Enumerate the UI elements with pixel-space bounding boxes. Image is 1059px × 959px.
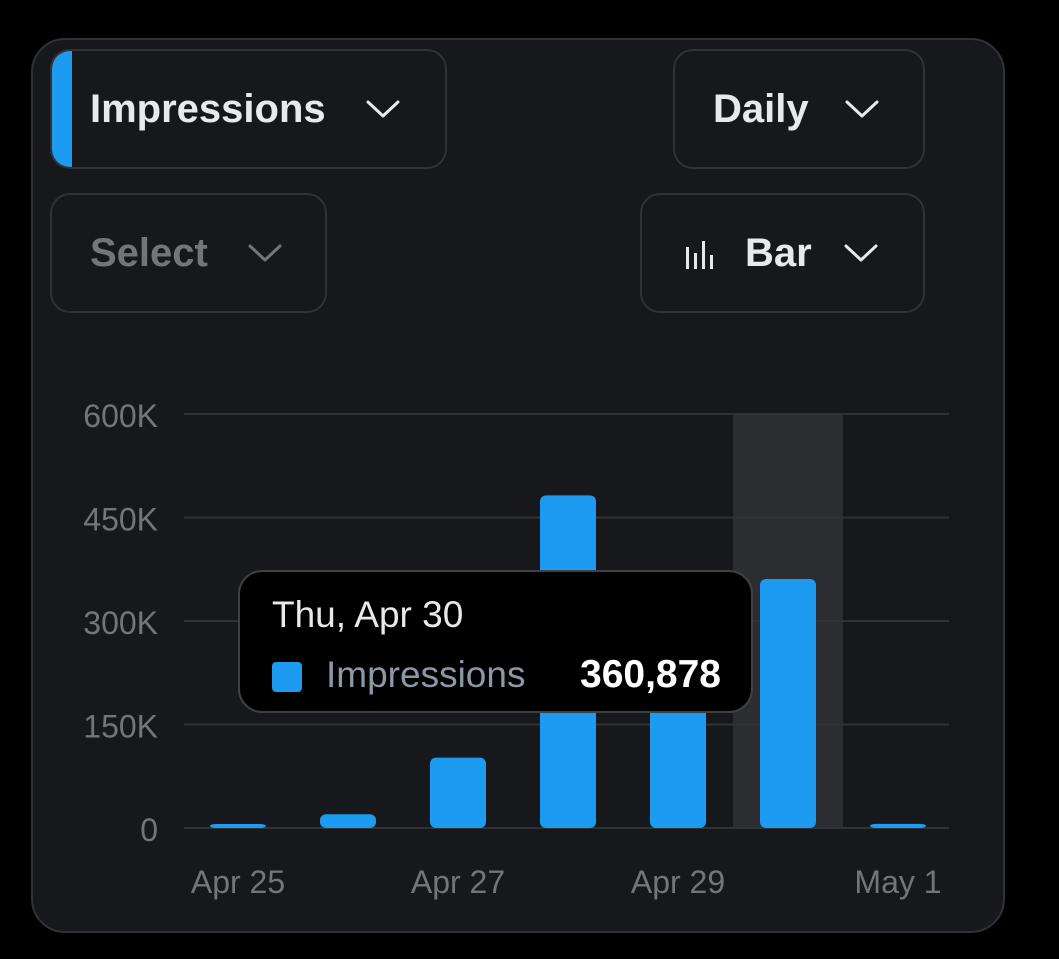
bar-apr-30 bbox=[760, 578, 816, 828]
x-tick-label: Apr 27 bbox=[411, 864, 505, 900]
period-dropdown[interactable]: Daily bbox=[673, 49, 925, 169]
tooltip-series-swatch bbox=[272, 662, 302, 692]
tooltip-date: Thu, Apr 30 bbox=[272, 594, 464, 635]
chevron-down-icon bbox=[845, 100, 879, 118]
bar-chart-icon bbox=[686, 241, 713, 269]
y-tick-label: 300K bbox=[83, 605, 158, 641]
y-tick-label: 150K bbox=[83, 709, 158, 745]
x-tick-label: May 1 bbox=[854, 864, 941, 900]
chevron-down-icon bbox=[366, 100, 400, 118]
bar-apr-27 bbox=[430, 757, 486, 828]
bar-may-1 bbox=[870, 823, 926, 828]
metric-dropdown-label: Impressions bbox=[90, 86, 326, 131]
compare-dropdown[interactable]: Select bbox=[50, 193, 327, 313]
chart-type-dropdown-label: Bar bbox=[745, 230, 812, 275]
period-dropdown-label: Daily bbox=[713, 86, 809, 131]
metric-dropdown[interactable]: Impressions bbox=[50, 49, 447, 169]
bar-apr-25 bbox=[210, 824, 266, 828]
compare-dropdown-placeholder: Select bbox=[90, 230, 208, 275]
y-tick-label: 600K bbox=[83, 398, 158, 434]
chart-type-dropdown[interactable]: Bar bbox=[640, 193, 925, 313]
chart-tooltip: Thu, Apr 30 Impressions 360,878 bbox=[238, 570, 753, 713]
chevron-down-icon bbox=[844, 244, 878, 262]
y-tick-label: 0 bbox=[140, 812, 158, 848]
y-tick-label: 450K bbox=[83, 502, 158, 538]
x-tick-label: Apr 25 bbox=[191, 864, 285, 900]
tooltip-series-name: Impressions bbox=[326, 654, 526, 695]
bar-apr-26 bbox=[320, 814, 376, 828]
metric-color-indicator bbox=[52, 51, 72, 167]
chevron-down-icon bbox=[248, 244, 282, 262]
tooltip-value: 360,878 bbox=[580, 653, 721, 696]
x-tick-label: Apr 29 bbox=[631, 864, 725, 900]
